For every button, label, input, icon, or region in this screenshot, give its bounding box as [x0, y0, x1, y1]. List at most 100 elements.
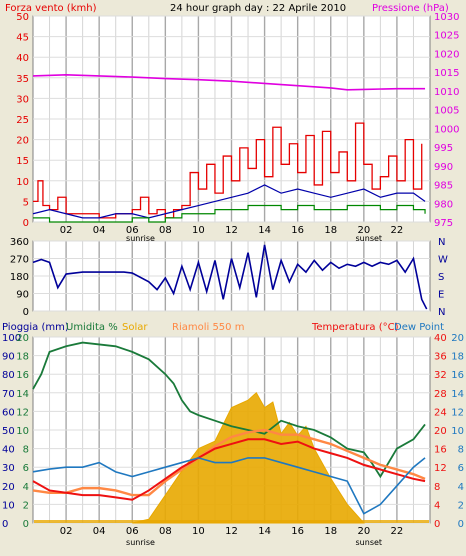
weather-x-tick-label: 06	[126, 526, 139, 537]
wind-y-tick-label: 15	[16, 156, 29, 167]
axis-text-layer: 0510152025303540455097598098599099510001…	[2, 12, 464, 547]
compass-label: N	[438, 307, 445, 318]
pressure-y-tick-label: 980	[434, 199, 453, 210]
humidity-y-tick-label: 6	[23, 463, 29, 474]
wind-y-tick-label: 45	[16, 33, 29, 44]
rain-y-tick-label: 10	[2, 500, 15, 511]
rain-y-tick-label: 30	[2, 463, 15, 474]
weather-x-tick-label: 18	[324, 526, 337, 537]
direction-y-tick-label: 90	[16, 290, 29, 301]
dew-point-y-tick-label: 8	[458, 445, 464, 456]
pressure-y-tick-label: 985	[434, 181, 453, 192]
pressure-y-tick-label: 1025	[434, 31, 459, 42]
temperature-line	[32, 438, 426, 501]
wind-y-tick-label: 50	[16, 12, 29, 23]
humidity-y-tick-label: 0	[23, 519, 29, 530]
humidity-axis-title: Umidita %	[66, 322, 118, 333]
weather-x-tick-label: 16	[291, 526, 304, 537]
wind-x-tick-label: 10	[192, 225, 205, 236]
wind-y-tick-label: 40	[16, 53, 29, 64]
riamoli-legend: Riamoli 550 m	[172, 322, 244, 333]
rain-axis-title: Pioggia (mm)	[2, 322, 69, 333]
wind-x-tick-label: 20	[357, 225, 370, 236]
temperature-axis-title: Temperatura (°C)	[311, 322, 399, 333]
dew-point-y-tick-label: 16	[451, 370, 464, 381]
dew-point-y-tick-label: 14	[451, 389, 464, 400]
dew-point-y-tick-label: 12	[451, 407, 464, 418]
temperature-y-tick-label: 0	[434, 519, 440, 530]
pressure-y-tick-label: 1015	[434, 68, 459, 79]
wind-x-tick-label: 16	[291, 225, 304, 236]
wind-y-tick-label: 0	[23, 218, 29, 229]
temperature-y-tick-label: 32	[434, 370, 447, 381]
humidity-y-tick-label: 12	[16, 407, 29, 418]
solar-legend: Solar	[122, 322, 148, 333]
rain-y-tick-label: 50	[2, 426, 15, 437]
dew-point-y-tick-label: 0	[458, 519, 464, 530]
direction-y-tick-label: 180	[10, 272, 29, 283]
wind-y-tick-label: 30	[16, 94, 29, 105]
weather-x-tick-label: 22	[391, 526, 404, 537]
wind-y-tick-label: 25	[16, 115, 29, 126]
wind-axis-title: Forza vento (kmh)	[5, 3, 97, 14]
wind-average-line	[32, 184, 426, 219]
pressure-line	[32, 74, 426, 91]
wind-x-tick-label: 04	[93, 225, 106, 236]
compass-label: S	[438, 272, 444, 283]
sunrise-label: sunrise	[126, 234, 155, 243]
direction-y-tick-label: 360	[10, 237, 29, 248]
rain-y-tick-label: 60	[2, 407, 15, 418]
weather-x-tick-label: 14	[258, 526, 271, 537]
humidity-y-tick-label: 2	[23, 500, 29, 511]
wind-direction-line	[32, 244, 428, 310]
rain-y-tick-label: 20	[2, 482, 15, 493]
temperature-y-tick-label: 28	[434, 389, 447, 400]
weather-x-tick-label: 04	[93, 526, 106, 537]
rain-y-tick-label: 70	[2, 389, 15, 400]
pressure-y-tick-label: 1010	[434, 87, 459, 98]
dew-point-y-tick-label: 20	[451, 333, 464, 344]
dew-point-y-tick-label: 4	[458, 482, 464, 493]
wind-y-tick-label: 10	[16, 177, 29, 188]
pressure-y-tick-label: 990	[434, 162, 453, 173]
dew-point-y-tick-label: 2	[458, 500, 464, 511]
wind-x-tick-label: 08	[159, 225, 172, 236]
sunset-label: sunset	[356, 234, 383, 243]
wind-x-tick-label: 18	[324, 225, 337, 236]
rain-y-tick-label: 90	[2, 352, 15, 363]
humidity-y-tick-label: 14	[16, 389, 29, 400]
rain-y-tick-label: 80	[2, 370, 15, 381]
weather-x-tick-label: 08	[159, 526, 172, 537]
compass-label: N	[438, 237, 445, 248]
wind-y-tick-label: 35	[16, 74, 29, 85]
temperature-y-tick-label: 16	[434, 445, 447, 456]
dew-point-y-tick-label: 18	[451, 352, 464, 363]
riamoli-temperature-line	[32, 428, 426, 497]
weather-x-tick-label: 10	[192, 526, 205, 537]
humidity-y-tick-label: 18	[16, 352, 29, 363]
dew-point-axis-title: Dew Point	[394, 322, 444, 333]
wind-x-tick-label: 12	[225, 225, 238, 236]
rain-y-tick-label: 100	[2, 333, 21, 344]
direction-y-tick-label: 270	[10, 255, 29, 266]
pressure-y-tick-label: 1000	[434, 124, 459, 135]
rain-y-tick-label: 0	[2, 519, 8, 530]
marks-layer	[32, 74, 429, 524]
temperature-y-tick-label: 40	[434, 333, 447, 344]
wind-y-tick-label: 20	[16, 136, 29, 147]
wind-y-tick-label: 5	[23, 197, 29, 208]
wind-speed-line	[33, 122, 423, 219]
direction-y-tick-label: 0	[23, 307, 29, 318]
dew-point-y-tick-label: 10	[451, 426, 464, 437]
humidity-y-tick-label: 16	[16, 370, 29, 381]
pressure-axis-title: Pressione (hPa)	[372, 3, 449, 14]
temperature-y-tick-label: 4	[434, 500, 440, 511]
temperature-y-tick-label: 36	[434, 352, 447, 363]
temperature-y-tick-label: 20	[434, 426, 447, 437]
rain-y-tick-label: 40	[2, 445, 15, 456]
chart-title: 24 hour graph day : 22 Aprile 2010	[170, 3, 346, 14]
dew-point-line	[32, 457, 426, 515]
temperature-y-tick-label: 8	[434, 482, 440, 493]
humidity-y-tick-label: 8	[23, 445, 29, 456]
